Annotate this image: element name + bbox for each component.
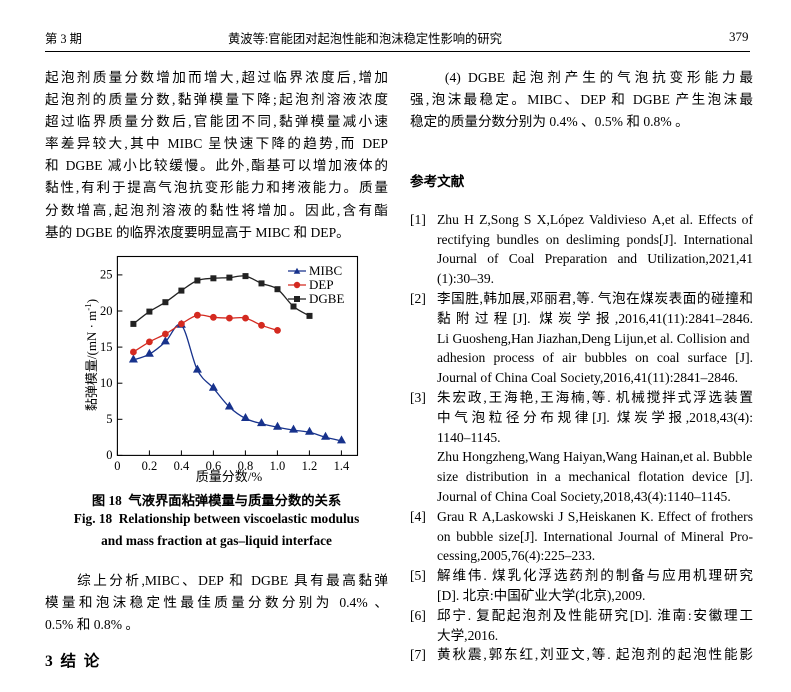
svg-text:1.0: 1.0: [270, 459, 286, 473]
svg-text:1.4: 1.4: [334, 459, 350, 473]
svg-text:15: 15: [100, 340, 113, 354]
svg-text:10: 10: [100, 376, 113, 390]
svg-text:0: 0: [114, 459, 120, 473]
svg-text:0.2: 0.2: [142, 459, 158, 473]
svg-text:20: 20: [100, 304, 113, 318]
svg-text:0.4: 0.4: [174, 459, 190, 473]
svg-text:5: 5: [106, 412, 112, 426]
svg-text:DEP: DEP: [309, 277, 334, 292]
svg-text:0: 0: [106, 448, 112, 462]
svg-text:质量分数/%: 质量分数/%: [196, 469, 263, 484]
svg-text:MIBC: MIBC: [309, 263, 342, 278]
svg-text:黏弹模量/(mN · m-1): 黏弹模量/(mN · m-1): [83, 299, 99, 411]
svg-text:DGBE: DGBE: [309, 291, 344, 306]
svg-text:25: 25: [100, 268, 113, 282]
svg-text:1.2: 1.2: [302, 459, 318, 473]
